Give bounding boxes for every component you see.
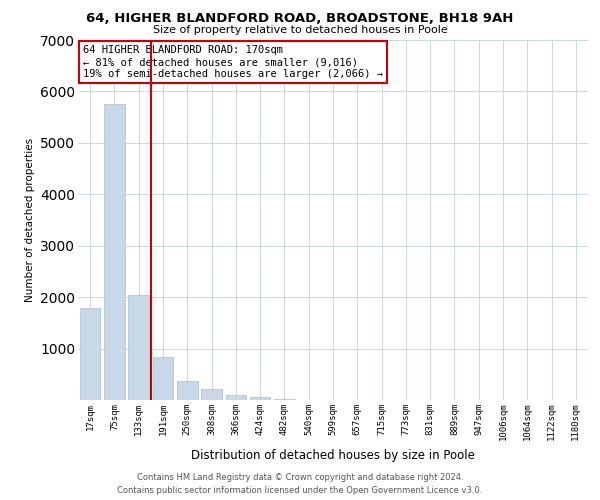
Bar	[152, 358, 173, 400]
Text: Size of property relative to detached houses in Poole: Size of property relative to detached ho…	[152, 25, 448, 35]
Bar	[250, 397, 271, 400]
Bar	[201, 388, 222, 400]
Text: 64 HIGHER BLANDFORD ROAD: 170sqm
← 81% of detached houses are smaller (9,016)
19: 64 HIGHER BLANDFORD ROAD: 170sqm ← 81% o…	[83, 46, 383, 78]
Bar	[80, 308, 100, 400]
Bar	[104, 104, 125, 400]
Bar	[177, 381, 197, 400]
Bar	[128, 294, 149, 400]
Y-axis label: Number of detached properties: Number of detached properties	[25, 138, 35, 302]
Bar	[226, 394, 246, 400]
X-axis label: Distribution of detached houses by size in Poole: Distribution of detached houses by size …	[191, 448, 475, 462]
Text: 64, HIGHER BLANDFORD ROAD, BROADSTONE, BH18 9AH: 64, HIGHER BLANDFORD ROAD, BROADSTONE, B…	[86, 12, 514, 26]
Bar	[274, 399, 295, 400]
Text: Contains HM Land Registry data © Crown copyright and database right 2024.
Contai: Contains HM Land Registry data © Crown c…	[118, 474, 482, 495]
